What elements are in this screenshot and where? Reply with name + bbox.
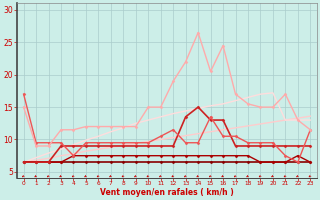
- X-axis label: Vent moyen/en rafales ( km/h ): Vent moyen/en rafales ( km/h ): [100, 188, 234, 197]
